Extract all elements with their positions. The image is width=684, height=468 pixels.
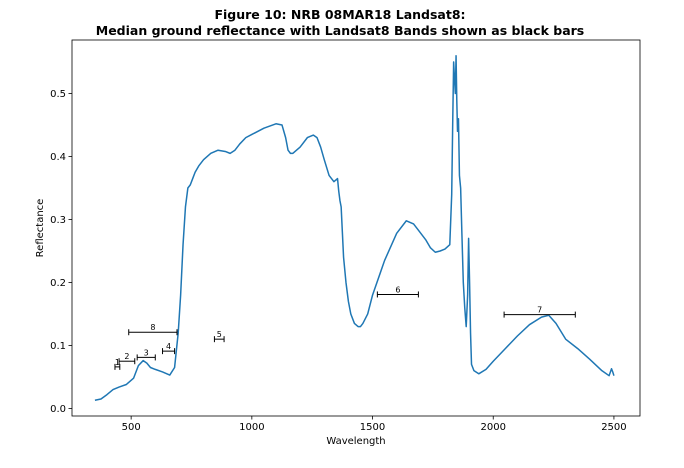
band-8: 8	[128, 323, 178, 336]
x-axis-label: Wavelength	[326, 436, 385, 447]
x-tick-label: 1000	[239, 422, 264, 433]
band-3: 3	[136, 348, 156, 361]
y-tick-label: 0.1	[50, 341, 66, 352]
band-label: 6	[395, 285, 400, 294]
band-label: 4	[166, 342, 171, 351]
plot-area-frame	[71, 39, 641, 417]
x-axis: 500 1000 1500 2000 2500	[122, 416, 627, 433]
x-tick-label: 500	[122, 422, 141, 433]
band-label: 2	[124, 352, 129, 361]
band-label: 5	[217, 330, 222, 339]
bands-layer: 12 3 4 5 6 7 8	[114, 285, 576, 370]
band-2: 2	[118, 352, 136, 365]
y-tick-label: 0.3	[50, 215, 66, 226]
y-axis: 0.0 0.1 0.2 0.3 0.4 0.5	[50, 89, 72, 415]
reflectance-series-line	[94, 55, 615, 401]
chart-title-line1: Figure 10: NRB 08MAR18 Landsat8:	[214, 7, 465, 22]
y-tick-label: 0.0	[50, 404, 66, 415]
band-1: 1	[114, 358, 121, 370]
band-label: 7	[537, 306, 542, 315]
y-tick-label: 0.4	[50, 152, 66, 163]
chart-title-line2: Median ground reflectance with Landsat8 …	[96, 23, 584, 38]
band-label: 8	[150, 323, 155, 332]
x-tick-label: 2500	[601, 422, 626, 433]
band-5: 5	[213, 330, 225, 343]
x-tick-label: 2000	[481, 422, 506, 433]
y-tick-label: 0.2	[50, 278, 66, 289]
band-4: 4	[162, 342, 176, 355]
y-axis-label: Reflectance	[35, 199, 46, 258]
band-7: 7	[503, 306, 576, 318]
band-6: 6	[376, 285, 419, 298]
x-tick-label: 1500	[360, 422, 385, 433]
band-label: 3	[144, 348, 149, 357]
series-layer	[94, 55, 615, 401]
band-label: 1	[115, 358, 120, 367]
y-tick-label: 0.5	[50, 89, 66, 100]
